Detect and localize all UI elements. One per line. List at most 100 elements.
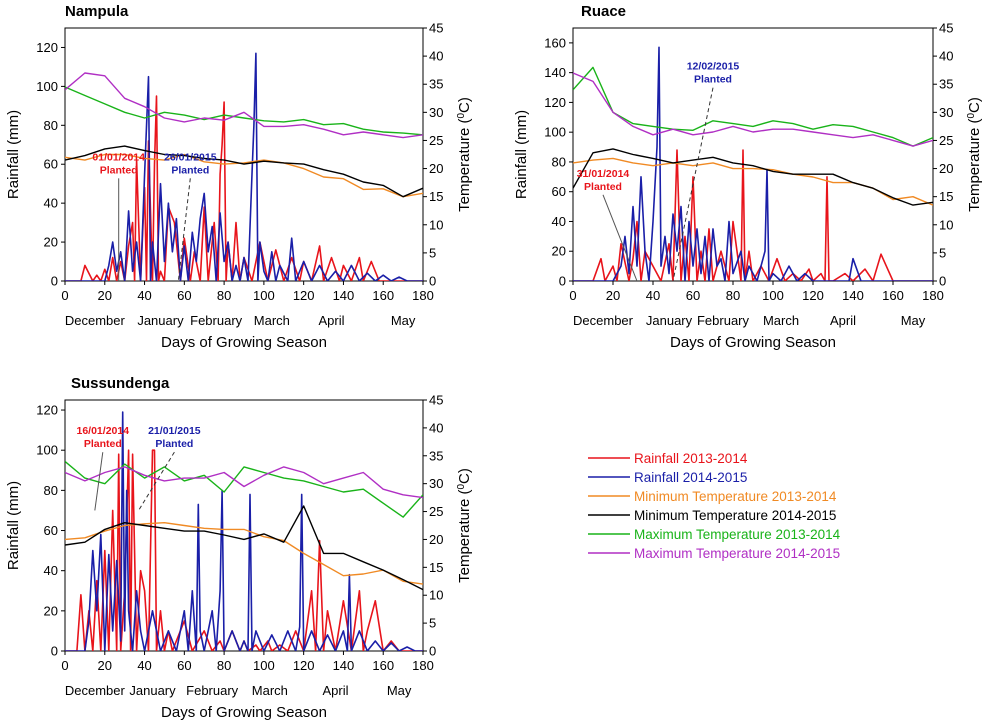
y2-tick-label: 30 <box>939 105 953 120</box>
annotation-date: 12/02/2015 <box>687 61 740 73</box>
month-label: May <box>387 683 412 698</box>
y2-tick-label: 25 <box>429 133 443 148</box>
chart-sussundenga: Sussundenga 0 20 40 60 80 100 120 0 5 10 15 20 25 30 35… <box>5 375 473 721</box>
chart-ruace: Ruace 0 20 40 60 80 100 120 140 160 0 5 10 15 20 25 30 35… <box>513 3 983 351</box>
month-label: December <box>573 313 634 328</box>
y2-tick-label: 5 <box>429 245 436 260</box>
x-tick-label: 20 <box>606 288 620 303</box>
legend-item: Minimum Temperature 2013-2014 <box>588 489 837 504</box>
y2-tick-label: 15 <box>939 189 953 204</box>
y-tick-label: 100 <box>544 125 566 140</box>
annotation-date: 31/01/2014 <box>577 168 630 180</box>
x-tick-label: 20 <box>98 658 112 673</box>
y2-tick-label: 25 <box>429 504 443 519</box>
legend-item: Minimum Temperature 2014-2015 <box>588 508 836 523</box>
y-tick-label: 120 <box>36 40 58 55</box>
month-label: February <box>697 313 750 328</box>
y2-tick-label: 45 <box>429 393 443 408</box>
annotation-planted: Planted <box>100 164 138 176</box>
y-tick-label: 60 <box>552 184 566 199</box>
x-tick-label: 160 <box>372 288 394 303</box>
y2-tick-label: 35 <box>429 448 443 463</box>
y2-axis-label: Temperature (0C) <box>456 468 474 583</box>
x-tick-label: 80 <box>217 288 231 303</box>
annotation-planted: Planted <box>694 74 732 86</box>
y-tick-label: 0 <box>51 274 58 289</box>
legend-item: Rainfall 2013-2014 <box>588 451 748 466</box>
series-minimum-temperature-2014-2015 <box>573 148 933 206</box>
x-axis-label: Days of Growing Season <box>161 704 327 721</box>
chart-title: Sussundenga <box>71 375 170 392</box>
legend-item: Rainfall 2014-2015 <box>588 470 747 485</box>
y2-axis-label: Temperature (0C) <box>456 97 474 212</box>
month-label: March <box>763 313 799 328</box>
legend-label: Rainfall 2013-2014 <box>634 451 748 466</box>
x-tick-label: 120 <box>802 288 824 303</box>
y-tick-label: 80 <box>44 483 58 498</box>
series-maximum-temperature-2013-2014 <box>65 86 423 136</box>
legend-label: Maximum Temperature 2013-2014 <box>634 527 841 542</box>
series-minimum-temperature-2013-2014 <box>65 153 423 198</box>
month-label: May <box>391 313 416 328</box>
y2-tick-label: 30 <box>429 476 443 491</box>
y2-tick-label: 5 <box>429 616 436 631</box>
y2-tick-label: 0 <box>939 274 946 289</box>
series-maximum-temperature-2013-2014 <box>573 66 933 147</box>
annotation-date: 21/01/2015 <box>148 425 201 437</box>
month-label: April <box>830 313 856 328</box>
x-tick-label: 100 <box>253 288 275 303</box>
series-group <box>65 52 423 281</box>
annotation-date: 16/01/2014 <box>77 425 130 437</box>
annotation-planted: Planted <box>155 438 193 450</box>
y-tick-label: 160 <box>544 35 566 50</box>
y2-tick-label: 45 <box>939 21 953 36</box>
y2-tick-label: 30 <box>429 105 443 120</box>
series-maximum-temperature-2014-2015 <box>573 72 933 147</box>
y-tick-label: 0 <box>51 644 58 659</box>
x-tick-label: 180 <box>412 288 434 303</box>
y-tick-label: 20 <box>44 603 58 618</box>
month-label: February <box>190 313 243 328</box>
legend-label: Minimum Temperature 2014-2015 <box>634 508 836 523</box>
y-tick-label: 40 <box>44 563 58 578</box>
x-tick-label: 160 <box>882 288 904 303</box>
y2-tick-label: 10 <box>429 217 443 232</box>
x-tick-label: 60 <box>686 288 700 303</box>
y2-tick-label: 15 <box>429 560 443 575</box>
month-label: April <box>319 313 345 328</box>
x-tick-label: 140 <box>842 288 864 303</box>
x-tick-label: 60 <box>177 288 191 303</box>
y-tick-label: 140 <box>544 65 566 80</box>
annotation-planted: Planted <box>171 164 209 176</box>
x-tick-label: 100 <box>762 288 784 303</box>
x-tick-label: 140 <box>333 658 355 673</box>
y-axis-label: Rainfall (mm) <box>513 110 530 199</box>
month-label: February <box>186 683 239 698</box>
x-tick-label: 180 <box>922 288 944 303</box>
series-minimum-temperature-2013-2014 <box>65 522 423 585</box>
annotation-pointer <box>94 452 104 511</box>
y2-tick-label: 10 <box>429 588 443 603</box>
y-tick-label: 120 <box>544 95 566 110</box>
y-tick-label: 80 <box>44 118 58 133</box>
y2-tick-label: 45 <box>429 21 443 36</box>
legend-label: Maximum Temperature 2014-2015 <box>634 546 840 561</box>
y-tick-label: 20 <box>552 244 566 259</box>
y2-tick-label: 40 <box>429 420 443 435</box>
x-tick-label: 40 <box>137 288 151 303</box>
legend-label: Rainfall 2014-2015 <box>634 470 747 485</box>
y-axis-label: Rainfall (mm) <box>5 110 22 199</box>
annotation-date: 01/01/2014 <box>92 151 145 163</box>
y2-tick-label: 35 <box>939 77 953 92</box>
y2-tick-label: 35 <box>429 77 443 92</box>
y-tick-label: 80 <box>552 154 566 169</box>
y2-tick-label: 20 <box>429 532 443 547</box>
x-axis-label: Days of Growing Season <box>670 334 836 351</box>
y-tick-label: 40 <box>44 196 58 211</box>
